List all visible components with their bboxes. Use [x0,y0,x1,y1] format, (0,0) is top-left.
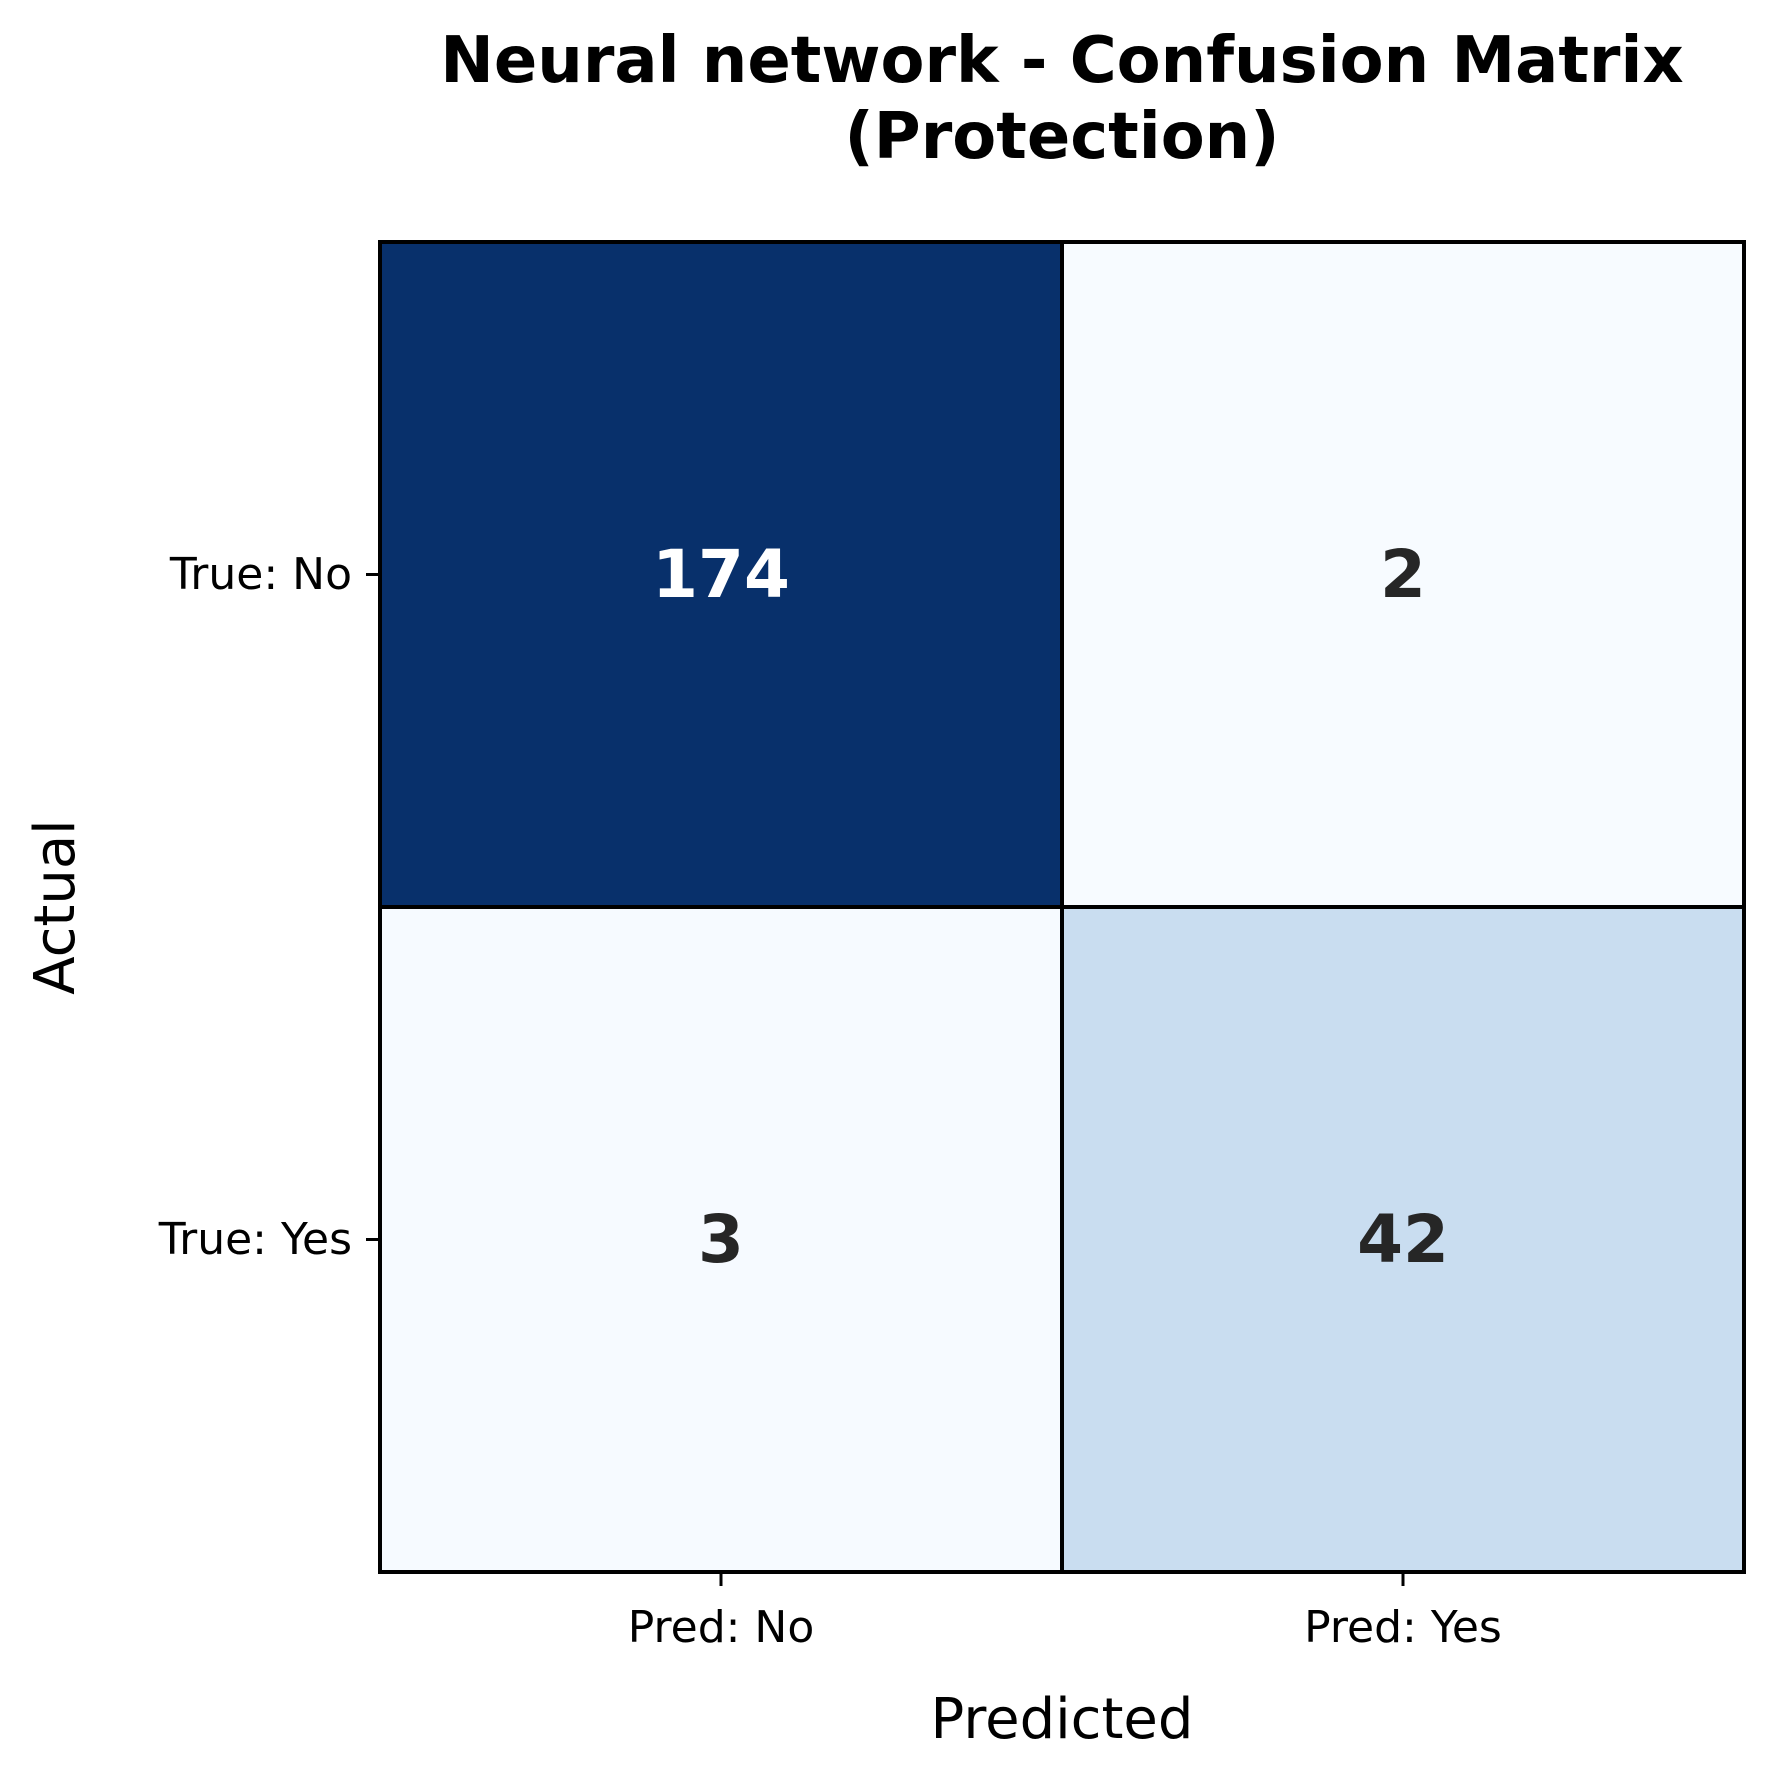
chart-title-line-2: (Protection) [845,100,1280,174]
heatmap-cells [378,240,1746,1574]
chart-title-line-1: Neural network - Confusion Matrix [440,24,1683,98]
heatmap-cell-labels: 174 2 3 42 [652,536,1449,1278]
heatmap-cell-r0-c1 [1060,240,1746,909]
y-tick-label-0: True: No [169,549,352,600]
heatmap-cell-r0-c0 [378,240,1064,909]
plot-frame [378,240,1746,1574]
cell-value-r0-c0: 174 [652,536,790,613]
cell-value-r1-c0: 3 [698,1201,744,1278]
chart-title: Neural network - Confusion Matrix (Prote… [440,24,1683,174]
heatmap-cell-r1-c1 [1060,905,1746,1574]
x-tick-label-1: Pred: Yes [1304,1602,1502,1653]
y-axis-label: Actual [23,819,88,994]
cell-value-r1-c1: 42 [1357,1201,1449,1278]
heatmap-cell-r1-c0 [378,905,1064,1574]
cell-value-r0-c1: 2 [1380,536,1426,613]
y-tick-label-1: True: Yes [158,1214,352,1265]
x-tick-label-0: Pred: No [628,1602,815,1653]
x-axis-label: Predicted [931,1687,1194,1752]
axis-ticks: Pred: No Pred: Yes True: No True: Yes [158,549,1502,1653]
